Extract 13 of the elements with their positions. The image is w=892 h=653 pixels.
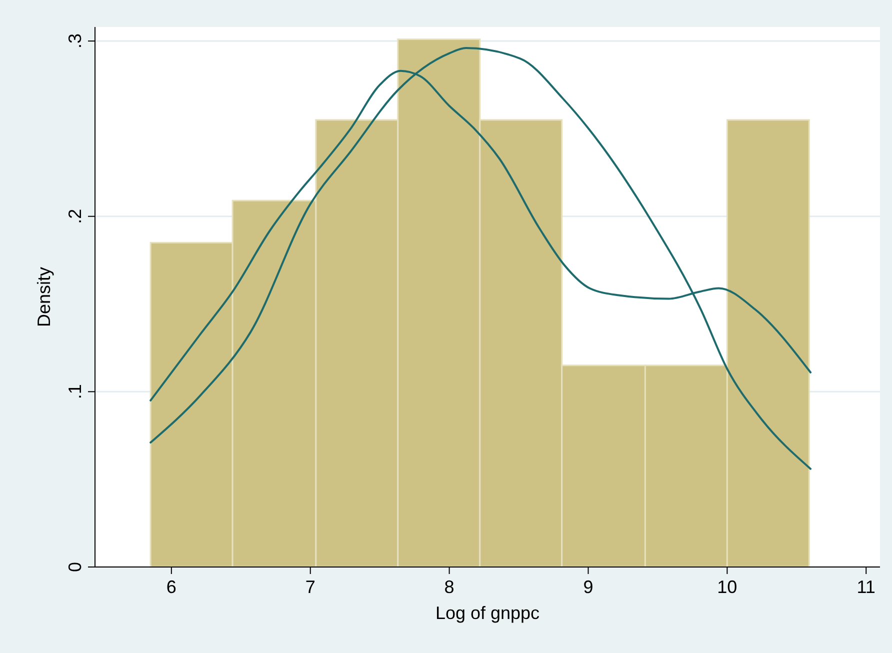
x-tick-label: 11: [856, 577, 876, 597]
x-tick-label: 8: [444, 577, 454, 597]
line-series: [150, 47, 812, 470]
y-axis-title: Density: [34, 266, 54, 328]
x-tick-label: 6: [166, 577, 176, 597]
y-tick-label: .3: [65, 34, 85, 49]
y-tick-label: 0: [65, 562, 85, 572]
x-tick-label: 10: [717, 577, 738, 597]
y-tick-label: .1: [65, 384, 85, 400]
x-axis-title: Log of gnppc: [435, 603, 540, 623]
x-tick-label: 7: [305, 577, 316, 597]
y-tick-label: .2: [65, 208, 85, 224]
x-tick-label: 9: [583, 577, 594, 597]
